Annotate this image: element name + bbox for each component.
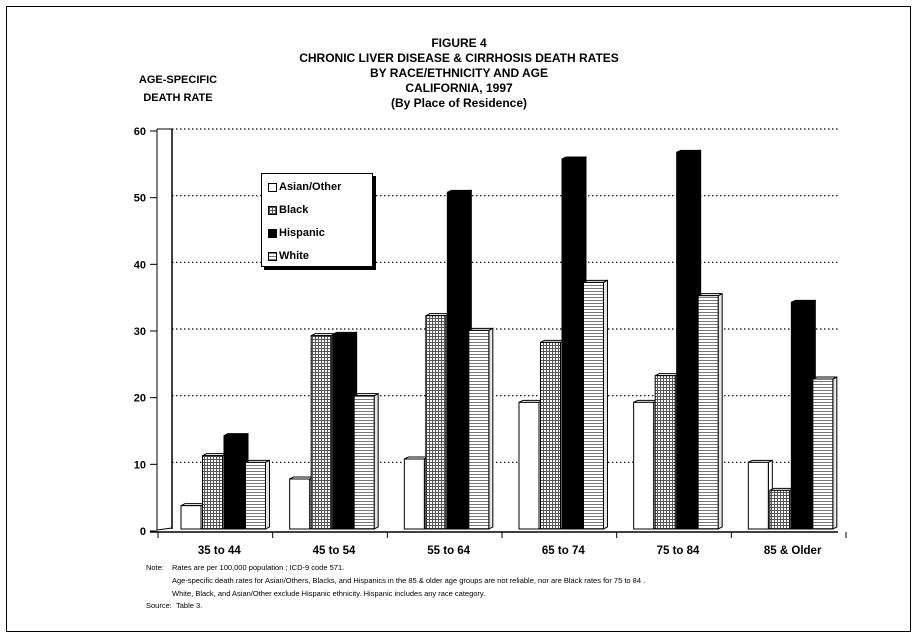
bar-hispanic	[223, 435, 245, 530]
floor-edge	[156, 527, 173, 531]
y-tick-label: 40	[134, 259, 146, 271]
bar-side	[603, 279, 608, 530]
bar-white	[245, 461, 266, 530]
legend-label-asian-other: Asian/Other	[279, 181, 342, 193]
bar-black	[769, 489, 791, 530]
x-tick-label: 65 to 74	[542, 545, 585, 557]
source-label: Source:	[146, 601, 172, 610]
bar-black	[654, 375, 676, 530]
bar-white	[697, 295, 719, 530]
bar-hispanic	[446, 191, 468, 530]
title-line-1: CHRONIC LIVER DISEASE & CIRRHOSIS DEATH …	[299, 51, 619, 65]
bar-asian	[289, 478, 311, 530]
bar-side	[832, 376, 838, 530]
bar-white	[583, 281, 604, 530]
y-tick-label: 30	[134, 326, 146, 338]
title-line-4: (By Place of Residence)	[390, 96, 528, 110]
legend-label-black: Black	[279, 204, 309, 216]
bar-asian	[747, 461, 769, 530]
bar-side	[717, 292, 723, 530]
bar-black	[310, 335, 332, 530]
y-tick-label: 0	[140, 526, 146, 538]
bar-white	[812, 378, 834, 530]
x-tick-label: 45 to 54	[313, 545, 356, 557]
note-line-3: White, Black, and Asian/Other exclude Hi…	[172, 589, 486, 598]
legend-item-black: Black	[268, 203, 308, 217]
bar-black	[540, 341, 561, 530]
y-tick-label: 50	[134, 193, 146, 205]
legend-label-white: White	[279, 250, 309, 262]
bar-side	[373, 392, 379, 530]
bar-white	[353, 395, 375, 530]
bar-hispanic	[561, 158, 583, 530]
bar-asian	[403, 458, 425, 530]
x-tick-label: 35 to 44	[198, 545, 241, 557]
bars	[180, 149, 838, 530]
x-tick-label: 55 to 64	[427, 545, 470, 557]
legend-swatch-asian-other	[268, 182, 277, 192]
note-line-2: Age-specific death rates for Asian/Other…	[172, 576, 646, 585]
y-axis-label-line-2: DEATH RATE	[143, 92, 213, 104]
bar-asian	[180, 505, 202, 530]
y-tick-label: 60	[134, 126, 146, 138]
y-tick-label: 20	[134, 393, 146, 405]
bar-hispanic	[332, 333, 354, 530]
legend-item-hispanic: Hispanic	[268, 226, 325, 240]
legend-item-white: White	[268, 249, 309, 263]
legend-swatch-black	[268, 205, 277, 215]
axes: 0 10 20 30 40 50 60 35 to 44 45 to 54 55 to 64 65 …	[134, 126, 847, 557]
legend-swatch-hispanic	[268, 228, 277, 238]
bar-hispanic	[790, 301, 812, 530]
title-line-3: CALIFORNIA, 1997	[405, 81, 513, 95]
x-tick-label: 75 to 84	[657, 545, 700, 557]
legend-item-asian-other: Asian/Other	[268, 180, 341, 194]
bar-white	[468, 329, 490, 530]
note-line-1: Rates are per 100,000 population ; ICD-9…	[172, 563, 345, 572]
title-line-2: BY RACE/ETHNICITY AND AGE	[369, 66, 549, 80]
bar-side	[265, 459, 270, 530]
legend: Asian/Other Black Hispanic White	[261, 173, 373, 267]
y-tick-label: 10	[134, 459, 146, 471]
x-tick-label: 85 & Older	[764, 545, 822, 557]
legend-swatch-white	[268, 251, 277, 261]
bar-asian	[633, 401, 655, 530]
bar-hispanic	[676, 151, 698, 530]
gridlines	[172, 128, 838, 463]
figure-number: FIGURE 4	[431, 36, 487, 50]
y-axis-label-line-1: AGE-SPECIFIC	[138, 74, 218, 86]
source-text: Table 3.	[176, 601, 203, 610]
note-label: Note:	[146, 563, 164, 572]
bar-black	[202, 455, 223, 530]
bar-asian	[518, 401, 540, 530]
legend-label-hispanic: Hispanic	[279, 227, 325, 239]
bar-side	[488, 327, 494, 530]
bar-black	[425, 315, 447, 530]
